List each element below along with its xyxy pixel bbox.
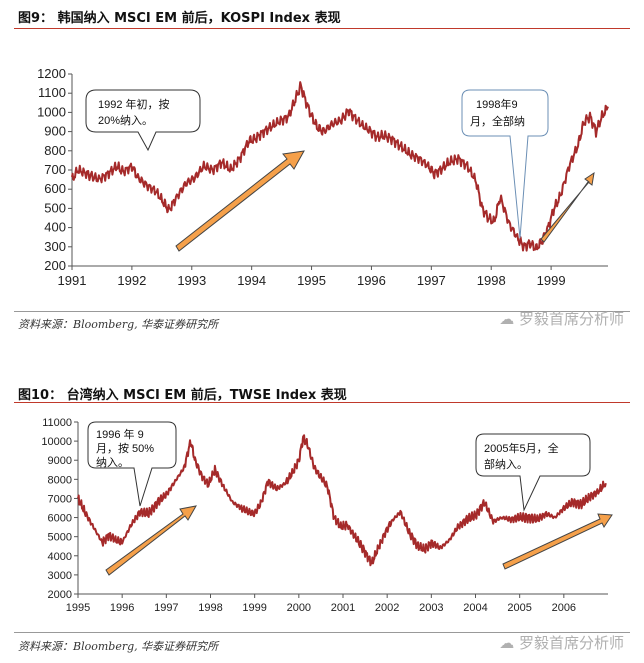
x-tick-label: 1999 bbox=[537, 273, 566, 288]
x-tick-label: 1998 bbox=[477, 273, 506, 288]
y-tick-label: 600 bbox=[44, 181, 66, 196]
y-tick-label: 10000 bbox=[41, 436, 72, 448]
kospi-callout-1992-line1: 1992 年初，按 bbox=[98, 97, 170, 111]
twse-chart: 2000 3000 4000 5000 6000 7000 8000 9000 10000 110… bbox=[41, 417, 613, 614]
figure-10-watermark-text: 罗毅首席分析师 bbox=[518, 634, 624, 652]
y-tick-label: 2000 bbox=[48, 589, 72, 601]
x-tick-label: 1996 bbox=[357, 273, 386, 288]
figure-10-title-rule bbox=[14, 402, 630, 403]
x-tick-label: 2002 bbox=[375, 602, 399, 614]
figure-10-title: 图10： 台湾纳入 MSCI EM 前后，TWSE Index 表现 bbox=[18, 388, 347, 403]
x-tick-label: 1993 bbox=[177, 273, 206, 288]
y-tick-label: 500 bbox=[44, 200, 66, 215]
twse-callout-1996-line2: 月，按 50% bbox=[96, 441, 154, 455]
kospi-uptrend-arrow-2 bbox=[540, 171, 595, 243]
x-tick-label: 1991 bbox=[58, 273, 87, 288]
figure-10-bottom-rule bbox=[14, 632, 630, 633]
twse-series bbox=[77, 434, 607, 567]
x-tick-label: 1997 bbox=[154, 602, 178, 614]
figure-10-source: 资料来源：Bloomberg, 华泰证券研究所 bbox=[18, 640, 219, 653]
x-tick-label: 1995 bbox=[66, 602, 90, 614]
y-tick-label: 200 bbox=[44, 258, 66, 273]
twse-uptrend-arrow-1 bbox=[105, 505, 197, 576]
twse-callout-2005-line2: 部纳入。 bbox=[484, 457, 528, 471]
y-tick-label: 800 bbox=[44, 143, 66, 158]
y-tick-label: 6000 bbox=[48, 513, 72, 525]
y-tick-label: 900 bbox=[44, 124, 66, 139]
wechat-icon: ☁ bbox=[499, 634, 515, 652]
figure-9-title: 图9： 韩国纳入 MSCI EM 前后，KOSPI Index 表现 bbox=[18, 11, 341, 26]
twse-callout-1996-line3: 纳入。 bbox=[96, 456, 129, 469]
kospi-callout-1998-line1: 1998年9 bbox=[476, 97, 518, 111]
figure-9-watermark: ☁ 罗毅首席分析师 bbox=[499, 308, 624, 329]
figure-10-watermark: ☁ 罗毅首席分析师 bbox=[499, 632, 624, 653]
twse-callout-1996 bbox=[87, 421, 177, 507]
twse-axes: 2000 3000 4000 5000 6000 7000 8000 9000 10000 110… bbox=[41, 417, 608, 614]
x-tick-label: 2003 bbox=[419, 602, 443, 614]
kospi-callout-1998-line2: 月，全部纳 bbox=[470, 114, 525, 128]
twse-uptrend-arrow-2 bbox=[502, 513, 613, 570]
kospi-series bbox=[71, 81, 609, 252]
y-tick-label: 1200 bbox=[37, 66, 66, 81]
x-tick-label: 1994 bbox=[237, 273, 266, 288]
y-tick-label: 400 bbox=[44, 220, 66, 235]
kospi-uptrend-arrow-1 bbox=[175, 150, 305, 252]
y-tick-label: 700 bbox=[44, 162, 66, 177]
kospi-axes: 200 300 400 500 600 700 800 900 1000 1100 1200 1991… bbox=[37, 66, 608, 288]
y-tick-label: 9000 bbox=[48, 455, 72, 467]
x-tick-label: 1996 bbox=[110, 602, 134, 614]
y-tick-label: 11000 bbox=[42, 417, 72, 429]
x-tick-label: 1995 bbox=[297, 273, 326, 288]
kospi-callout-1992 bbox=[85, 89, 201, 152]
y-tick-label: 1000 bbox=[37, 104, 66, 119]
x-tick-label: 1992 bbox=[117, 273, 146, 288]
x-tick-label: 2001 bbox=[331, 602, 355, 614]
figure-9-title-rule bbox=[14, 28, 630, 29]
y-tick-label: 3000 bbox=[48, 570, 72, 582]
x-tick-label: 1998 bbox=[198, 602, 222, 614]
twse-callout-2005 bbox=[475, 433, 591, 512]
y-tick-label: 5000 bbox=[48, 532, 72, 544]
twse-callout-2005-line1: 2005年5月，全 bbox=[484, 441, 559, 455]
y-tick-label: 300 bbox=[44, 239, 66, 254]
twse-callout-1996-line1: 1996 年 9 bbox=[96, 427, 144, 441]
kospi-callout-1992-line2: 20%纳入。 bbox=[98, 114, 153, 127]
kospi-callout-1998 bbox=[461, 89, 549, 239]
x-tick-label: 1999 bbox=[242, 602, 266, 614]
figure-9-bottom-rule bbox=[14, 311, 630, 312]
figure-9-source: 资料来源：Bloomberg, 华泰证券研究所 bbox=[18, 318, 219, 331]
figure-9-watermark-text: 罗毅首席分析师 bbox=[518, 310, 624, 328]
wechat-icon: ☁ bbox=[499, 310, 515, 328]
kospi-chart: 200 300 400 500 600 700 800 900 1000 1100 1200 1991… bbox=[37, 66, 609, 288]
x-tick-label: 2005 bbox=[507, 602, 531, 614]
y-tick-label: 4000 bbox=[48, 551, 72, 563]
y-tick-label: 8000 bbox=[48, 474, 72, 486]
x-tick-label: 2000 bbox=[287, 602, 311, 614]
x-tick-label: 2006 bbox=[552, 602, 576, 614]
x-tick-label: 1997 bbox=[417, 273, 446, 288]
y-tick-label: 1100 bbox=[38, 85, 66, 100]
series-line bbox=[71, 81, 609, 252]
x-tick-label: 2004 bbox=[463, 602, 487, 614]
series-line bbox=[77, 434, 607, 567]
y-tick-label: 7000 bbox=[48, 493, 72, 505]
